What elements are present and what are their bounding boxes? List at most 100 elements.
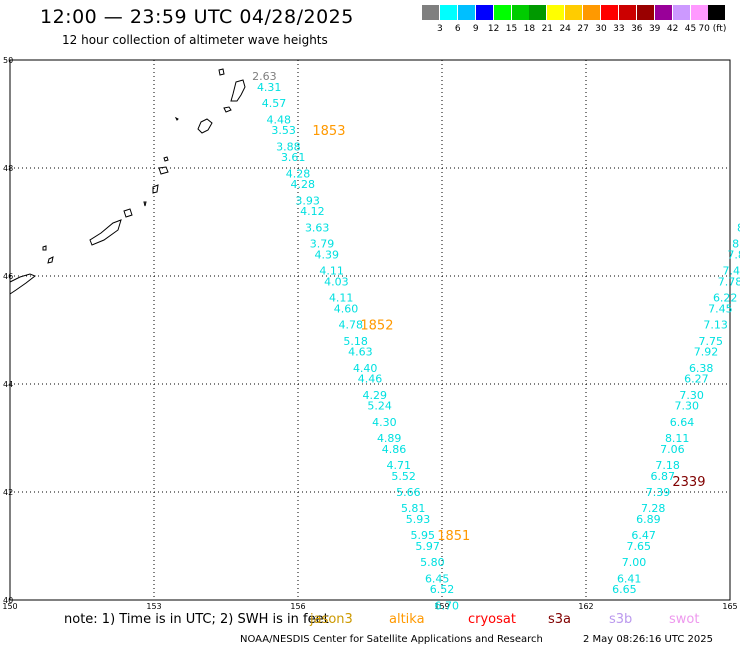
- colorbar-swatch: [457, 5, 475, 20]
- swh-value: 6.87: [651, 470, 676, 483]
- time-labels: 1853185218511850234023392-: [312, 124, 740, 544]
- coast-island-10: [123, 208, 133, 218]
- swh-value: 7.39: [646, 486, 671, 499]
- colorbar-swatch: [690, 5, 708, 20]
- swh-value: 3.53: [271, 124, 296, 137]
- swh-value: 4.78: [339, 319, 364, 332]
- swh-value: 6.41: [617, 572, 642, 585]
- swh-value: 5.95: [411, 529, 436, 542]
- legend-item-cryosat: cryosat: [468, 612, 516, 627]
- colorbar-label: 33: [613, 24, 625, 34]
- swh-value: 3.61: [281, 151, 306, 164]
- swh-value: 6.70: [435, 599, 460, 610]
- footer-credit: NOAA/NESDIS Center for Satellite Applica…: [240, 634, 543, 645]
- colorbar-swatch: [565, 5, 583, 20]
- coast-island-2: [230, 79, 246, 102]
- swh-tracks: 2.634.31 4.57 4.483.53 3.883.61 4.284.28 3.93…: [252, 70, 740, 610]
- colorbar-label: 30: [595, 24, 607, 34]
- swh-value: 5.93: [406, 513, 431, 526]
- swh-value: 8.91: [737, 221, 740, 234]
- swh-value: 4.11: [329, 292, 354, 305]
- swh-value: 4.29: [363, 389, 388, 402]
- swh-value: 4.60: [334, 302, 359, 315]
- swh-value: 3.93: [295, 194, 320, 207]
- colorbar-swatch: [672, 5, 690, 20]
- y-tick-label: 42: [3, 488, 13, 497]
- swh-value: 7.45: [708, 302, 733, 315]
- colorbar-swatch: [511, 5, 529, 20]
- swh-value: 7.78: [718, 275, 740, 288]
- legend-item-altika: altika: [389, 612, 425, 627]
- colorbar-swatch: [422, 5, 439, 20]
- map-plot: 40 42 44 46 48 50 150 153 156 159 162 165 2.634.31…: [2, 56, 740, 610]
- pass-time-label: 1853: [312, 124, 345, 139]
- swh-value: 6.27: [684, 373, 709, 386]
- swh-value: 8.15: [732, 238, 740, 251]
- legend-item-s3b: s3b: [609, 612, 633, 627]
- pass-time-label: 2339: [672, 475, 705, 490]
- x-tick-label: 150: [2, 602, 17, 610]
- y-tick-labels: 40 42 44 46 48 50: [3, 56, 13, 605]
- footer-date: 2 May 08:26:16 UTC 2025: [583, 634, 713, 645]
- swh-value: 6.89: [636, 513, 661, 526]
- swh-value: 4.46: [358, 373, 383, 386]
- swh-value: 6.65: [612, 583, 637, 596]
- swh-value: 4.86: [382, 443, 407, 456]
- swh-value: 4.31: [257, 81, 282, 94]
- colorbar-label: 3: [437, 24, 443, 34]
- y-tick-label: 48: [3, 164, 13, 173]
- coast-island-11: [89, 219, 122, 246]
- swh-value: 6.52: [430, 583, 455, 596]
- coast-island-8: [152, 184, 159, 194]
- swh-value: 7.49: [723, 265, 740, 278]
- x-tick-label: 165: [722, 602, 737, 610]
- colorbar-swatch: [439, 5, 457, 20]
- colorbar-swatch: [636, 5, 654, 20]
- swh-value: 4.71: [387, 459, 412, 472]
- y-tick-label: 40: [3, 596, 13, 605]
- swh-value: 3.79: [310, 238, 335, 251]
- colorbar-label: 70 (ft): [698, 24, 727, 34]
- colorbar-label: 21: [541, 24, 554, 34]
- y-tick-label: 44: [3, 380, 13, 389]
- colorbar-label: 39: [648, 24, 661, 34]
- swh-value: 7.18: [655, 459, 680, 472]
- swh-value: 4.30: [372, 416, 397, 429]
- swh-value: 4.28: [291, 178, 316, 191]
- colorbar-swatch: [493, 5, 511, 20]
- swh-value: 7.88: [727, 248, 740, 261]
- colorbar-label: 27: [577, 24, 589, 34]
- chart-title: 12:00 — 23:59 UTC 04/28/2025: [40, 6, 354, 28]
- swh-value: 8.11: [665, 432, 690, 445]
- swh-value: 4.63: [348, 346, 373, 359]
- swh-value: 4.89: [377, 432, 402, 445]
- gridlines: [10, 60, 730, 600]
- x-tick-labels: 150 153 156 159 162 165: [2, 602, 737, 610]
- swh-value: 7.13: [703, 319, 728, 332]
- colorbar-swatch: [583, 5, 601, 20]
- colorbar-label: 9: [472, 24, 479, 34]
- pass-time-label: 1851: [437, 529, 470, 544]
- swh-value: 5.52: [391, 470, 416, 483]
- coast-island-13: [47, 256, 54, 264]
- colorbar-label: 18: [523, 24, 536, 34]
- swh-value: 5.66: [396, 486, 421, 499]
- swh-value: 6.38: [689, 362, 714, 375]
- swh-value: 4.03: [324, 275, 349, 288]
- swh-value: 5.80: [420, 556, 445, 569]
- swh-value: 5.18: [343, 335, 368, 348]
- swh-value: 4.40: [353, 362, 378, 375]
- swh-value: 7.65: [627, 540, 652, 553]
- chart-subtitle: 12 hour collection of altimeter wave hei…: [62, 33, 328, 47]
- colorbar-swatch: [618, 5, 636, 20]
- swh-value: 6.22: [713, 292, 738, 305]
- colorbar-label: 12: [487, 24, 500, 34]
- legend-item-jason3: jason3: [310, 612, 353, 627]
- colorbar-label: 15: [505, 24, 518, 34]
- legend-item-s3a: s3a: [548, 612, 572, 627]
- pass-time-label: 1852: [360, 319, 393, 334]
- swh-value: 4.39: [315, 248, 340, 261]
- swh-value: 4.12: [300, 205, 325, 218]
- colorbar-swatch: [529, 5, 547, 20]
- colorbar-swatch: [654, 5, 672, 20]
